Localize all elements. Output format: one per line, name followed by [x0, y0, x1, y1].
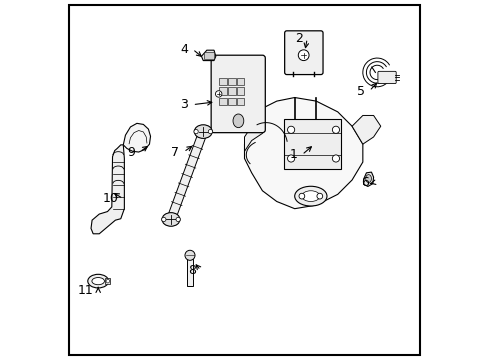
Text: 11: 11 [78, 284, 94, 297]
Circle shape [194, 130, 198, 134]
FancyBboxPatch shape [377, 71, 395, 84]
Ellipse shape [233, 114, 244, 128]
Polygon shape [244, 98, 362, 209]
Text: 4: 4 [180, 42, 188, 55]
Bar [237, 98, 244, 105]
FancyBboxPatch shape [211, 55, 265, 133]
Text: 10: 10 [103, 192, 119, 205]
Bar [204, 52, 213, 59]
Text: 8: 8 [188, 264, 196, 277]
Ellipse shape [294, 186, 326, 206]
Ellipse shape [194, 125, 212, 138]
Ellipse shape [88, 274, 108, 288]
Bar [284, 119, 341, 169]
Polygon shape [91, 145, 124, 234]
Ellipse shape [162, 213, 180, 226]
Ellipse shape [92, 278, 104, 285]
Bar [219, 78, 226, 85]
Polygon shape [351, 116, 380, 144]
Ellipse shape [301, 191, 319, 202]
Circle shape [332, 126, 339, 134]
Bar [237, 78, 244, 85]
Circle shape [332, 155, 339, 162]
Circle shape [316, 193, 322, 199]
Text: 3: 3 [180, 98, 188, 111]
Text: 6: 6 [360, 176, 368, 189]
Circle shape [298, 50, 308, 60]
Text: 9: 9 [127, 145, 135, 158]
Bar [219, 98, 226, 105]
Bar [228, 98, 235, 105]
Circle shape [298, 193, 304, 199]
Text: 5: 5 [356, 85, 364, 98]
Circle shape [176, 217, 180, 222]
Bar [237, 87, 244, 95]
Circle shape [184, 250, 195, 260]
Polygon shape [244, 123, 262, 151]
Circle shape [106, 279, 109, 283]
Bar [228, 78, 235, 85]
Bar [105, 278, 110, 284]
FancyBboxPatch shape [284, 31, 323, 75]
Polygon shape [166, 130, 207, 221]
Circle shape [162, 217, 165, 222]
Circle shape [208, 130, 212, 134]
Ellipse shape [365, 175, 371, 183]
Circle shape [287, 126, 294, 134]
Circle shape [287, 155, 294, 162]
Text: 1: 1 [289, 148, 297, 161]
Polygon shape [123, 123, 150, 152]
Text: 7: 7 [171, 145, 179, 158]
Bar [219, 87, 226, 95]
Circle shape [215, 91, 222, 97]
Bar [186, 259, 193, 286]
Polygon shape [363, 172, 373, 186]
Polygon shape [201, 50, 215, 60]
Bar [228, 87, 235, 95]
Text: 2: 2 [294, 32, 303, 45]
